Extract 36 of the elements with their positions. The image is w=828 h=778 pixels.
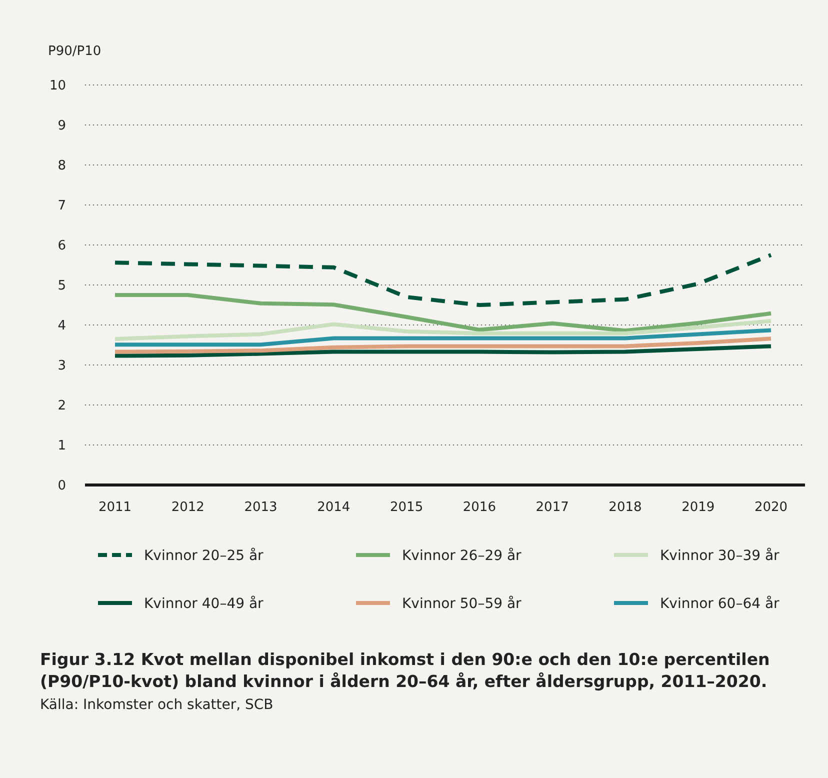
line-series [113, 319, 773, 341]
x-tick-label: 2011 [98, 500, 132, 515]
y-tick-label: 0 [58, 478, 66, 494]
legend-label: Kvinnor 30–39 år [660, 546, 780, 564]
x-tick-label: 2017 [536, 500, 569, 515]
x-tick-label: 2014 [317, 500, 350, 515]
y-tick-label: 2 [58, 398, 66, 414]
legend-label: Kvinnor 20–25 år [144, 546, 264, 564]
y-tick-label: 7 [58, 198, 66, 214]
text: Källa: Inkomster och skatter, SCB [40, 697, 274, 713]
x-tick-label: 2012 [171, 500, 204, 515]
y-tick-label: 1 [58, 438, 66, 454]
line-series [113, 344, 773, 358]
x-tick-label: 2015 [390, 500, 424, 515]
y-tick-label: 4 [58, 318, 66, 334]
y-tick-label: 5 [58, 278, 66, 294]
y-tick-label: 9 [58, 118, 66, 134]
line-series [113, 293, 773, 333]
legend-label: Kvinnor 60–64 år [660, 594, 780, 612]
y-tick-label: 10 [49, 78, 66, 94]
y-tick-label: 6 [58, 238, 66, 254]
line-series [113, 253, 773, 307]
legend-label: Kvinnor 26–29 år [402, 546, 522, 564]
line-series [113, 328, 773, 347]
x-tick-label: 2018 [608, 500, 642, 515]
y-axis-title: P90/P10 [48, 44, 102, 59]
x-tick-label: 2016 [462, 500, 496, 515]
legend-label: Kvinnor 40–49 år [144, 594, 264, 612]
x-tick-label: 2019 [682, 500, 715, 515]
y-tick-label: 8 [58, 158, 66, 174]
y-tick-label: 3 [58, 358, 66, 374]
x-tick-label: 2020 [754, 500, 788, 515]
line-series [113, 336, 773, 354]
legend-label: Kvinnor 50–59 år [402, 594, 522, 612]
text: Figur 3.12 Kvot mellan disponibel inkomst i den 90:e och den 10:e percentilen (P90/P10-kvot) bland kvinnor i åldern 20–64 år, efter åldersgrupp, 2011–2020. [40, 650, 770, 691]
x-tick-label: 2013 [244, 500, 278, 515]
